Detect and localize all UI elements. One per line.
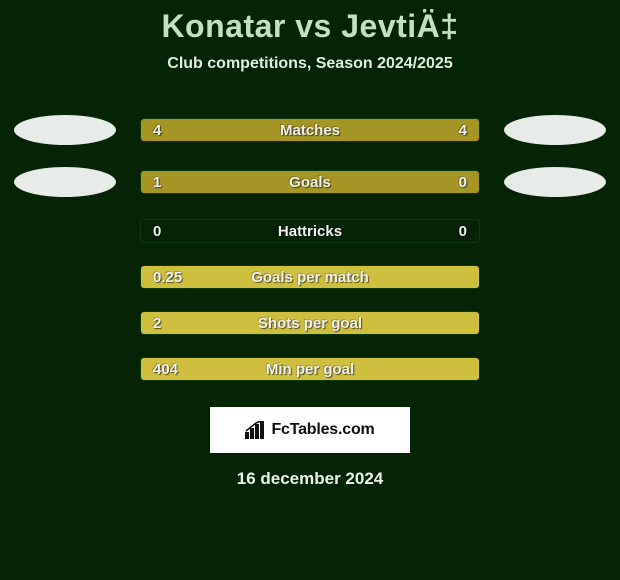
logo-badge: FcTables.com: [210, 407, 410, 453]
stat-row: 00Hattricks: [0, 219, 620, 243]
stat-label: Goals per match: [141, 266, 479, 288]
stat-bar: 0.25Goals per match: [140, 265, 480, 289]
stat-bar: 00Hattricks: [140, 219, 480, 243]
stat-row: 2Shots per goal: [0, 311, 620, 335]
stat-label: Hattricks: [141, 220, 479, 242]
stat-row: 10Goals: [0, 167, 620, 197]
player-avatar-placeholder: [14, 167, 116, 197]
right-avatar-slot: [500, 167, 610, 197]
date-label: 16 december 2024: [0, 469, 620, 489]
bars-icon: [245, 421, 267, 439]
stat-label: Goals: [141, 171, 479, 193]
left-avatar-slot: [10, 167, 120, 197]
right-avatar-slot: [500, 115, 610, 145]
stat-row: 0.25Goals per match: [0, 265, 620, 289]
player-avatar-placeholder: [14, 115, 116, 145]
stat-label: Matches: [141, 119, 479, 141]
stat-label: Shots per goal: [141, 312, 479, 334]
page-title: Konatar vs JevtiÄ‡: [0, 8, 620, 45]
stat-row: 404Min per goal: [0, 357, 620, 381]
left-avatar-slot: [10, 115, 120, 145]
stat-bar: 404Min per goal: [140, 357, 480, 381]
stat-rows-container: 44Matches 10Goals 00Hattricks 0.25Goals per…: [0, 115, 620, 381]
stat-bar: 10Goals: [140, 170, 480, 194]
stat-label: Min per goal: [141, 358, 479, 380]
subtitle: Club competitions, Season 2024/2025: [0, 55, 620, 73]
comparison-card: Konatar vs JevtiÄ‡ Club competitions, Se…: [0, 0, 620, 489]
logo-text: FcTables.com: [271, 421, 374, 439]
stat-bar: 2Shots per goal: [140, 311, 480, 335]
player-avatar-placeholder: [504, 167, 606, 197]
stat-row: 44Matches: [0, 115, 620, 145]
player-avatar-placeholder: [504, 115, 606, 145]
stat-bar: 44Matches: [140, 118, 480, 142]
